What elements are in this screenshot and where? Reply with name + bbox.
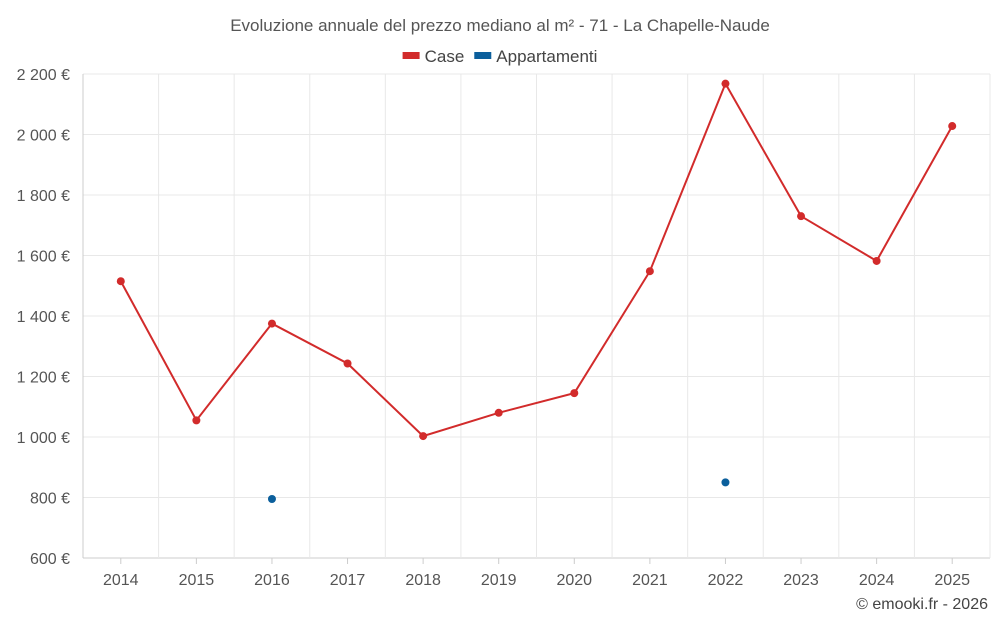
- data-point[interactable]: [419, 432, 428, 441]
- data-point[interactable]: [267, 495, 276, 504]
- data-point[interactable]: [494, 408, 503, 417]
- x-tick-label: 2022: [708, 572, 744, 589]
- data-point[interactable]: [645, 267, 654, 276]
- series-case: [116, 79, 957, 441]
- y-tick-label: 1 600 €: [17, 249, 70, 266]
- x-tick-label: 2015: [179, 572, 215, 589]
- y-tick-label: 1 400 €: [17, 309, 70, 326]
- data-point[interactable]: [948, 122, 957, 131]
- x-tick-label: 2016: [254, 572, 290, 589]
- x-tick-label: 2025: [934, 572, 970, 589]
- x-tick-label: 2023: [783, 572, 819, 589]
- x-axis: 2014 2015 2016 2017 2018 2019 2020 2021 2022 2023…: [103, 558, 970, 589]
- y-tick-label: 1 200 €: [17, 370, 70, 387]
- series-appartamenti: [267, 478, 730, 504]
- x-tick-label: 2017: [330, 572, 366, 589]
- y-tick-label: 1 800 €: [17, 188, 70, 205]
- data-point[interactable]: [797, 212, 806, 221]
- y-axis: 600 € 800 € 1 000 € 1 200 € 1 400 € 1 600 € 1 …: [17, 67, 70, 568]
- x-tick-label: 2014: [103, 572, 139, 589]
- y-tick-label: 2 000 €: [17, 128, 70, 145]
- chart-title: Evoluzione annuale del prezzo mediano al…: [230, 16, 770, 35]
- legend-swatch: [402, 52, 420, 59]
- series-line: [119, 81, 954, 438]
- data-point[interactable]: [192, 416, 201, 425]
- data-point[interactable]: [721, 478, 730, 487]
- series-layer: [116, 79, 957, 504]
- legend-label: Case: [425, 47, 465, 66]
- legend-label: Appartamenti: [496, 47, 597, 66]
- y-tick-label: 2 200 €: [17, 67, 70, 84]
- y-tick-label: 800 €: [30, 491, 70, 508]
- data-point[interactable]: [872, 256, 881, 265]
- gridlines: [82, 73, 991, 559]
- legend-swatch: [474, 52, 492, 59]
- x-tick-label: 2018: [405, 572, 441, 589]
- data-point[interactable]: [721, 79, 730, 88]
- x-tick-label: 2021: [632, 572, 668, 589]
- x-tick-label: 2024: [859, 572, 895, 589]
- x-tick-label: 2020: [556, 572, 592, 589]
- y-tick-label: 1 000 €: [17, 430, 70, 447]
- data-point[interactable]: [570, 389, 579, 398]
- legend: Case Appartamenti: [402, 47, 597, 66]
- data-point[interactable]: [116, 277, 125, 286]
- data-point[interactable]: [343, 359, 352, 368]
- credit: © emooki.fr - 2026: [856, 596, 988, 613]
- x-tick-label: 2019: [481, 572, 517, 589]
- data-point[interactable]: [267, 319, 276, 328]
- y-tick-label: 600 €: [30, 551, 70, 568]
